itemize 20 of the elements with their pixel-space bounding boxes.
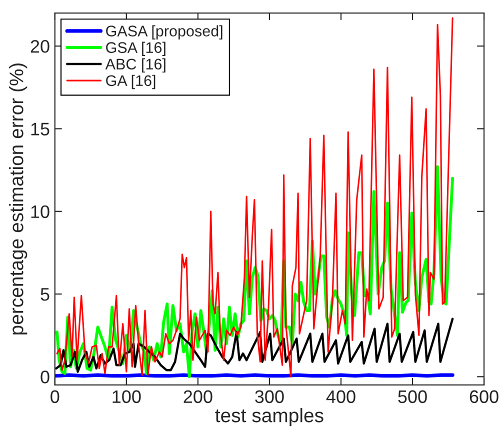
legend-label: GSA [16] [106, 42, 166, 56]
legend-label: GA [16] [106, 74, 156, 90]
y-tick-label: 0 [40, 370, 50, 384]
x-tick-label: 600 [470, 390, 498, 404]
x-tick-label: 500 [398, 390, 427, 404]
x-axis-title: test samples [215, 408, 324, 426]
x-tick-label: 100 [112, 390, 141, 404]
line-series [56, 17, 454, 378]
x-tick-label: 200 [184, 390, 212, 404]
y-tick-label: 5 [40, 288, 50, 301]
y-tick-label: 20 [30, 40, 50, 53]
x-tick-label: 0 [50, 390, 60, 404]
x-tick-label: 400 [326, 390, 356, 404]
line-series [55, 318, 454, 373]
y-tick-label: 15 [31, 122, 50, 136]
legend-label: ABC [16] [105, 58, 166, 73]
y-tick-label: 10 [31, 205, 50, 218]
legend-label: GASA [proposed] [106, 25, 222, 40]
x-tick-label: 300 [255, 390, 284, 404]
y-axis-title: percentage estimation error (%) [9, 63, 28, 334]
